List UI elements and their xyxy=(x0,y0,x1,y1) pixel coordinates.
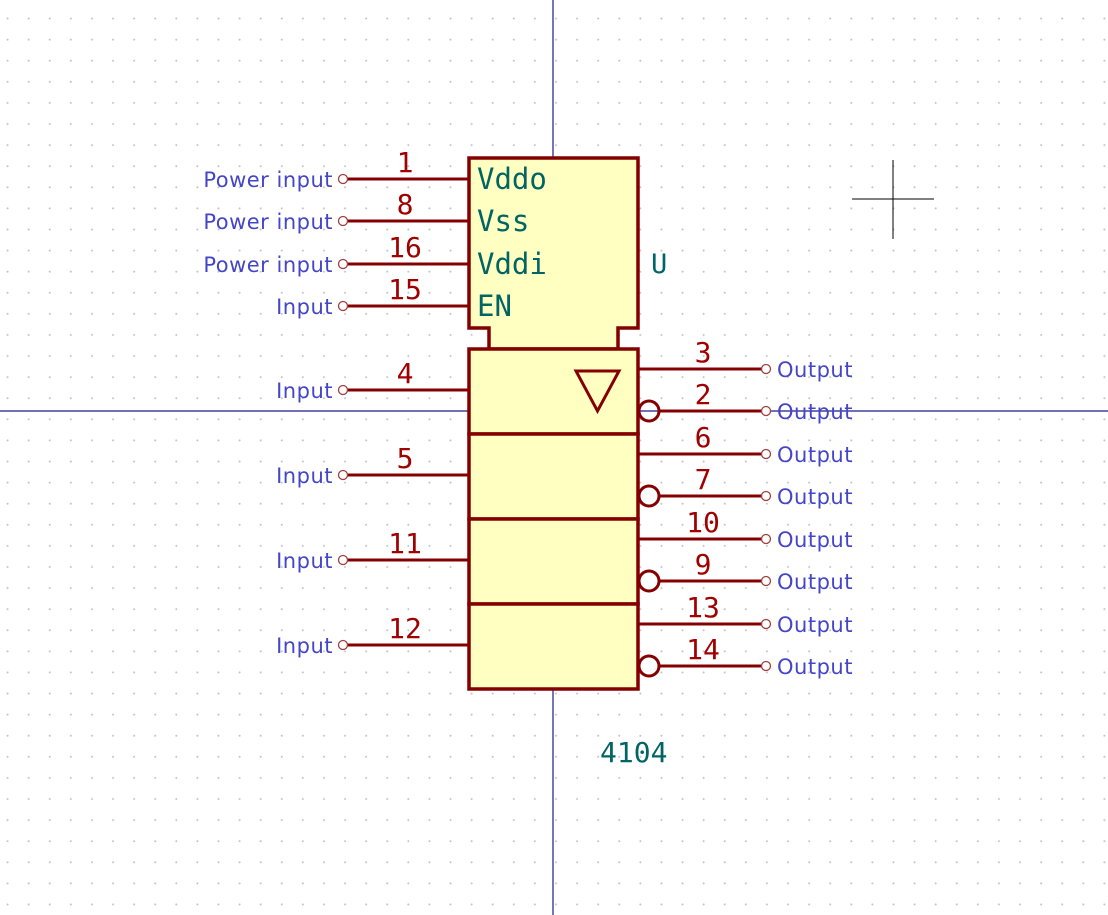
pin-15[interactable] xyxy=(337,300,470,312)
pin-electrical-type: Power input xyxy=(203,168,333,192)
pin-6[interactable] xyxy=(638,448,772,460)
pin-number: 5 xyxy=(397,442,414,475)
pin-number: 9 xyxy=(695,548,712,581)
pin-number: 13 xyxy=(686,591,720,624)
pin-end-icon xyxy=(337,300,349,312)
pin-end-icon xyxy=(760,363,772,375)
pin-end-icon xyxy=(337,639,349,651)
pin-number: 11 xyxy=(388,527,422,560)
pin-4[interactable] xyxy=(337,384,470,396)
pin-end-icon xyxy=(760,533,772,545)
pin-13[interactable] xyxy=(638,618,772,630)
pin-end-icon xyxy=(337,469,349,481)
pin-3[interactable] xyxy=(638,363,772,375)
pin-electrical-type: Input xyxy=(276,295,333,319)
pins-layer: 1 Vddo Power input 8 Vss Power input 16 Vddi Pow… xyxy=(203,146,853,679)
pin-number: 15 xyxy=(388,273,422,306)
pin-2[interactable] xyxy=(637,399,772,423)
pin-10[interactable] xyxy=(638,533,772,545)
pin-14[interactable] xyxy=(637,654,772,678)
inversion-bubble-icon xyxy=(637,654,661,678)
pin-electrical-type: Input xyxy=(276,379,333,403)
pin-electrical-type: Output xyxy=(777,655,853,679)
pin-electrical-type: Power input xyxy=(203,253,333,277)
pin-end-icon xyxy=(337,215,349,227)
pin-end-icon xyxy=(760,618,772,630)
pin-11[interactable] xyxy=(337,554,470,566)
inversion-bubble-icon xyxy=(637,484,661,508)
pin-end-icon xyxy=(760,405,772,417)
reference-designator[interactable]: U xyxy=(651,249,667,280)
pin-electrical-type: Output xyxy=(777,443,853,467)
pin-12[interactable] xyxy=(337,639,470,651)
pin-1[interactable] xyxy=(337,173,470,185)
pin-number: 8 xyxy=(397,188,414,221)
unit-block-1 xyxy=(467,347,640,436)
unit-block-3 xyxy=(467,517,640,606)
pin-end-icon xyxy=(337,173,349,185)
pin-7[interactable] xyxy=(637,484,772,508)
unit-block-2 xyxy=(467,432,640,521)
pin-number: 7 xyxy=(695,463,712,496)
pin-number: 6 xyxy=(695,421,712,454)
pin-end-icon xyxy=(760,575,772,587)
pin-number: 10 xyxy=(686,506,720,539)
unit-block-4 xyxy=(467,602,640,691)
pin-number: 4 xyxy=(397,357,414,390)
pin-number: 14 xyxy=(686,633,720,666)
pin-8[interactable] xyxy=(337,215,470,227)
pin-name: Vddo xyxy=(477,162,547,196)
pin-name: Vddi xyxy=(477,247,547,281)
pin-end-icon xyxy=(760,660,772,672)
inversion-bubble-icon xyxy=(637,569,661,593)
pin-5[interactable] xyxy=(337,469,470,481)
pin-end-icon xyxy=(760,490,772,502)
pin-end-icon xyxy=(337,554,349,566)
pin-16[interactable] xyxy=(337,258,470,270)
pin-end-icon xyxy=(760,448,772,460)
pin-number: 1 xyxy=(397,146,414,179)
pin-electrical-type: Output xyxy=(777,570,853,594)
cursor-crosshair-icon xyxy=(852,160,934,239)
pin-electrical-type: Output xyxy=(777,528,853,552)
pin-number: 2 xyxy=(695,378,712,411)
pin-electrical-type: Power input xyxy=(203,210,333,234)
pin-electrical-type: Output xyxy=(777,400,853,424)
pin-end-icon xyxy=(337,384,349,396)
pin-number: 12 xyxy=(388,612,422,645)
pin-name: Vss xyxy=(477,204,529,238)
pin-electrical-type: Output xyxy=(777,358,853,382)
pin-electrical-type: Input xyxy=(276,634,333,658)
triangle-down-icon xyxy=(573,369,622,415)
pin-number: 16 xyxy=(388,231,422,264)
component-value[interactable]: 4104 xyxy=(600,736,667,769)
pin-number: 3 xyxy=(695,336,712,369)
pin-electrical-type: Input xyxy=(276,464,333,488)
pin-name: EN xyxy=(477,289,512,323)
pin-electrical-type: Output xyxy=(777,613,853,637)
pin-end-icon xyxy=(337,258,349,270)
pin-9[interactable] xyxy=(637,569,772,593)
inversion-bubble-icon xyxy=(637,399,661,423)
pin-electrical-type: Input xyxy=(276,549,333,573)
pin-electrical-type: Output xyxy=(777,485,853,509)
